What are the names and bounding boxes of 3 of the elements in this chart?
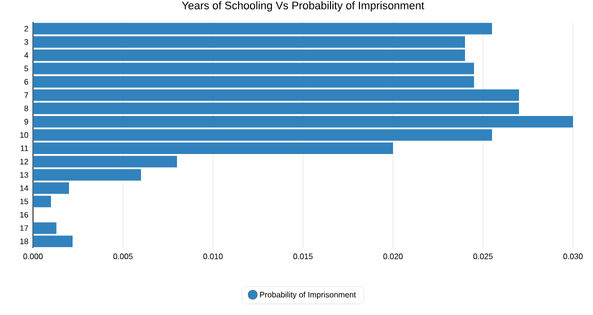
chart-title: Years of Schooling Vs Probability of Imprisonment (182, 1, 424, 12)
bar (33, 49, 466, 61)
bar (33, 116, 574, 128)
